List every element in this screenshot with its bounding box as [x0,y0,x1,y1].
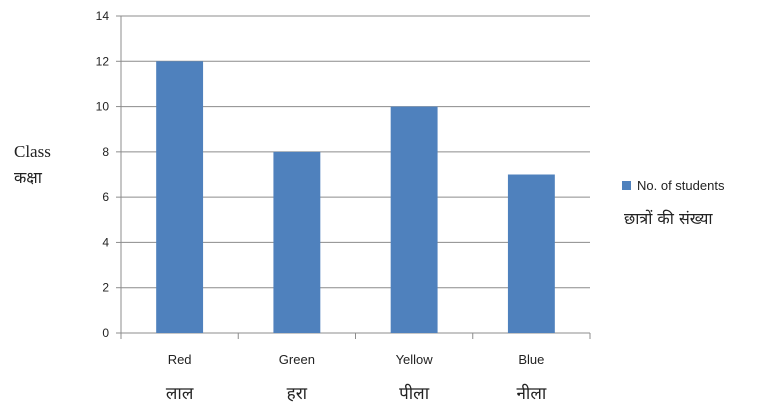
x-tick-label: Yellow [396,352,434,367]
bar-red [156,61,204,334]
y-axis-label-english: Class [14,142,51,161]
x-tick-label: Blue [518,352,544,367]
y-tick-label: 2 [102,281,109,295]
y-tick-label: 14 [96,9,110,23]
bar-green [273,151,321,333]
legend-swatch [622,181,631,190]
y-tick-label: 0 [102,326,109,340]
y-tick-labels: 0 2 4 6 8 10 12 14 [96,9,110,340]
x-tick-label: Green [279,352,315,367]
bars [156,61,555,334]
y-tick-label: 6 [102,190,109,204]
y-axis-label-hindi: कक्षा [14,168,42,188]
bar-yellow [390,106,438,333]
legend-label-hindi: छात्रों की संख्या [624,209,713,228]
x-tick-label: Red [168,352,192,367]
y-axis-label: Class कक्षा [14,138,51,191]
x-tick-label-hindi: पीला [399,383,430,404]
y-tick-label: 10 [96,100,110,114]
x-tick-label-hindi: नीला [516,383,546,404]
y-tick-label: 4 [102,235,109,249]
y-tick-label: 12 [96,54,110,68]
x-tick-labels: Red लाल Green हरा Yellow पीला Blue नीला [166,352,547,404]
legend-label: No. of students [637,178,725,193]
legend-item: No. of students [622,178,724,193]
x-tick-label-hindi: लाल [166,384,194,404]
legend: No. of students छात्रों की संख्या [622,178,724,229]
y-tick-label: 8 [102,145,109,159]
x-tick-label-hindi: हरा [287,384,308,404]
bar-blue [507,174,555,333]
